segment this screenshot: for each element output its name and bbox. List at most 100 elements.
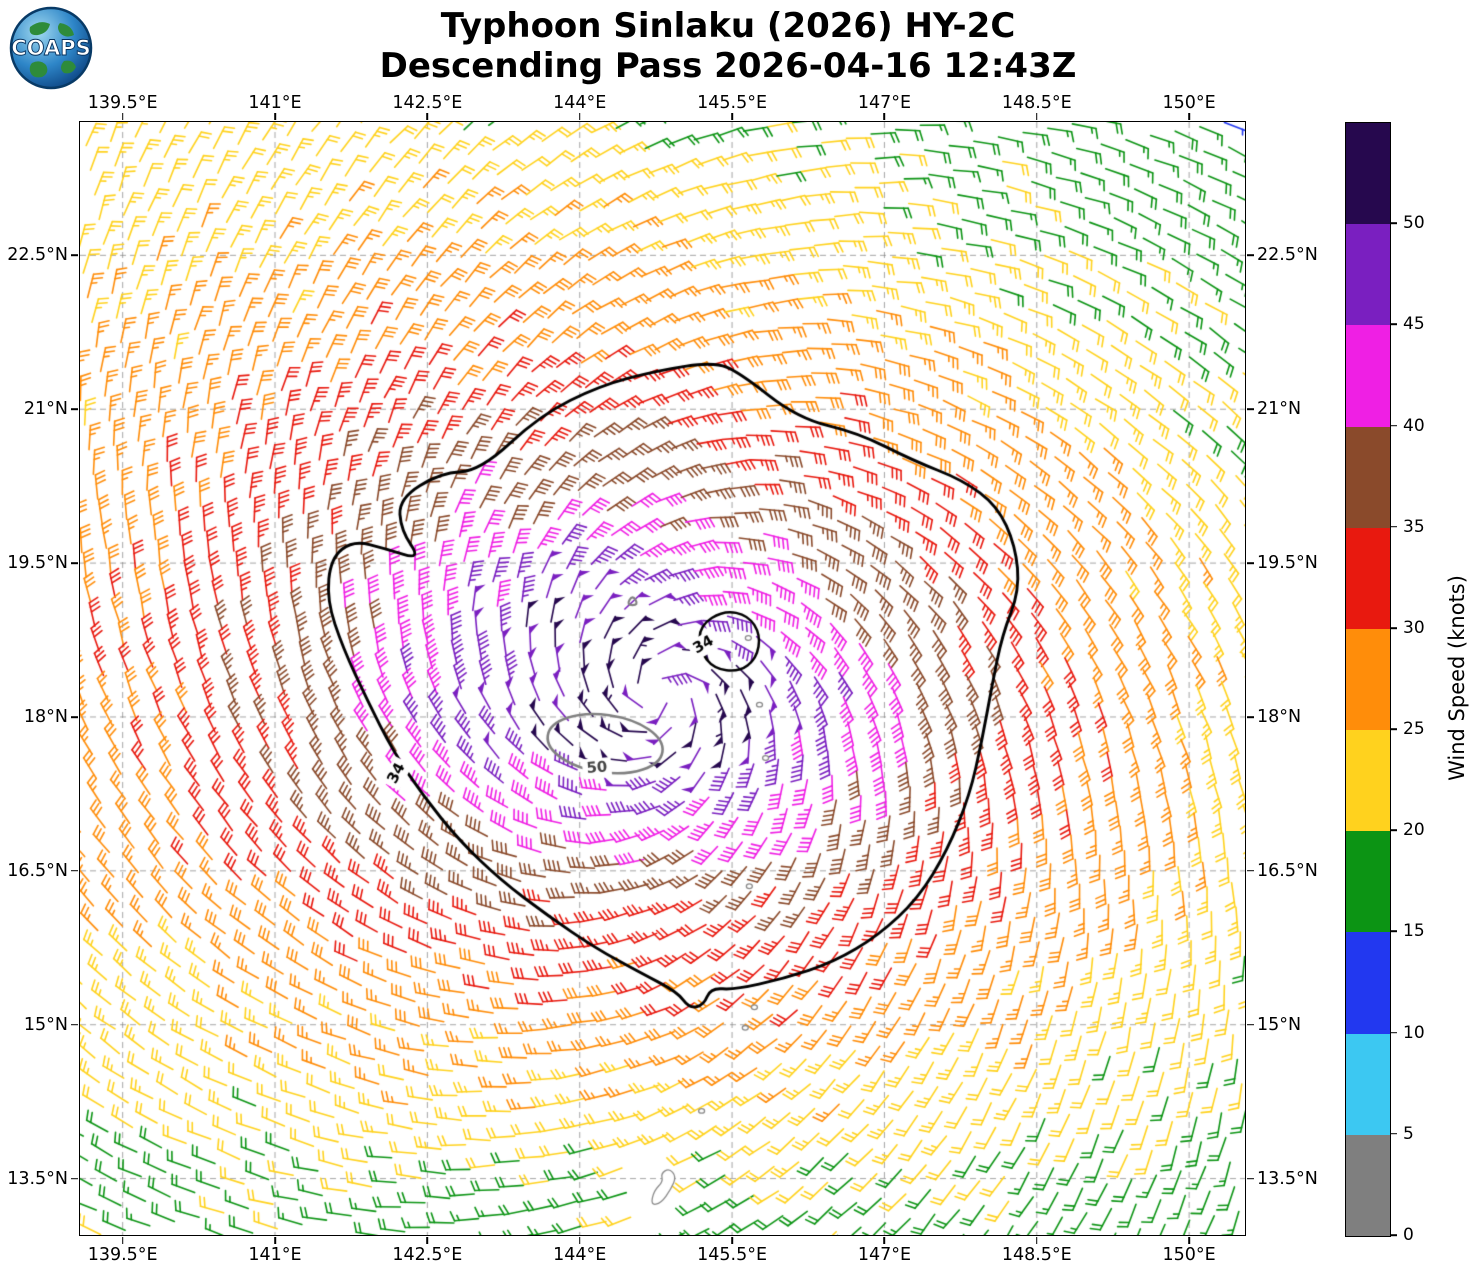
colorbar-segment-50-55 bbox=[1346, 122, 1390, 225]
colorbar-tick-label: 10 bbox=[1403, 1022, 1425, 1043]
colorbar-segment-40-45 bbox=[1346, 325, 1390, 427]
y-tick-label-left: 13.5°N bbox=[7, 1168, 68, 1189]
x-tick-label-bottom: 147°E bbox=[857, 1245, 912, 1264]
x-tick-mark bbox=[274, 113, 276, 120]
y-tick-label-right: 18°N bbox=[1257, 706, 1302, 727]
x-tick-label-top: 147°E bbox=[857, 93, 912, 113]
x-tick-mark bbox=[1188, 113, 1190, 120]
x-tick-label-bottom: 148.5°E bbox=[1001, 1245, 1072, 1264]
colorbar-segment-10-15 bbox=[1346, 932, 1390, 1034]
wind-barb-canvas bbox=[80, 122, 1245, 1235]
x-tick-label-top: 141°E bbox=[248, 93, 302, 113]
y-tick-mark bbox=[1247, 716, 1254, 718]
y-tick-mark bbox=[71, 254, 78, 257]
y-tick-mark bbox=[1247, 1023, 1254, 1026]
y-tick-mark bbox=[1247, 254, 1254, 257]
coaps-logo: COAPS bbox=[8, 5, 94, 91]
y-tick-mark bbox=[71, 562, 78, 564]
colorbar-tick-mark bbox=[1391, 930, 1397, 933]
x-tick-mark bbox=[426, 113, 429, 120]
colorbar-tick-mark bbox=[1391, 728, 1397, 730]
colorbar-gradient bbox=[1345, 122, 1391, 1237]
y-tick-label-right: 21°N bbox=[1257, 399, 1302, 420]
colorbar-tick-mark bbox=[1391, 525, 1397, 528]
x-tick-mark bbox=[1035, 1237, 1038, 1244]
y-tick-label-left: 22.5°N bbox=[7, 245, 68, 266]
coaps-globe-icon: COAPS bbox=[9, 6, 93, 90]
y-tick-mark bbox=[71, 1177, 78, 1180]
colorbar-segment-25-30 bbox=[1346, 628, 1390, 731]
x-tick-mark bbox=[883, 1237, 886, 1244]
colorbar-tick-label: 50 bbox=[1403, 213, 1425, 234]
x-tick-mark bbox=[274, 1237, 276, 1244]
colorbar-tick-label: 15 bbox=[1403, 921, 1425, 942]
colorbar-segment-0-5 bbox=[1346, 1134, 1390, 1236]
colorbar-tick-label: 0 bbox=[1403, 1225, 1414, 1245]
colorbar-tick-label: 45 bbox=[1403, 314, 1425, 335]
colorbar-tick-label: 35 bbox=[1403, 516, 1425, 537]
logo-text: COAPS bbox=[11, 36, 90, 60]
x-tick-label-bottom: 145.5°E bbox=[697, 1245, 768, 1264]
title-line-2: Descending Pass 2026-04-16 12:43Z bbox=[379, 46, 1077, 87]
x-tick-label-top: 148.5°E bbox=[1001, 93, 1072, 113]
colorbar-tick-label: 40 bbox=[1403, 415, 1425, 436]
colorbar-tick-mark bbox=[1391, 1031, 1397, 1034]
x-tick-label-bottom: 142.5°E bbox=[392, 1245, 463, 1264]
x-tick-label-top: 142.5°E bbox=[392, 93, 463, 113]
colorbar-title: Wind Speed (knots) bbox=[1445, 575, 1469, 781]
y-tick-label-left: 19.5°N bbox=[7, 553, 68, 574]
y-tick-mark bbox=[1247, 870, 1254, 872]
x-tick-mark bbox=[121, 1237, 124, 1244]
y-tick-label-right: 13.5°N bbox=[1257, 1168, 1318, 1189]
x-tick-label-bottom: 150°E bbox=[1162, 1245, 1216, 1264]
x-tick-label-top: 139.5°E bbox=[87, 93, 158, 113]
x-tick-label-top: 150°E bbox=[1162, 93, 1216, 113]
y-tick-mark bbox=[71, 870, 78, 872]
colorbar-tick-mark bbox=[1391, 627, 1397, 629]
x-tick-label-bottom: 139.5°E bbox=[87, 1245, 158, 1264]
y-tick-label-left: 18°N bbox=[23, 706, 68, 727]
colorbar-tick-mark bbox=[1391, 222, 1397, 224]
colorbar-tick-mark bbox=[1391, 1133, 1397, 1135]
colorbar: Wind Speed (knots) 0 5 10 15 20 25 30 35 40 45 50 bbox=[1345, 122, 1475, 1245]
x-tick-label-bottom: 141°E bbox=[248, 1245, 302, 1264]
x-tick-label-top: 145.5°E bbox=[697, 93, 768, 113]
y-tick-label-right: 15°N bbox=[1257, 1014, 1302, 1035]
y-tick-label-left: 16.5°N bbox=[7, 860, 68, 881]
colorbar-tick-label: 5 bbox=[1403, 1123, 1414, 1144]
colorbar-tick-label: 25 bbox=[1403, 719, 1425, 740]
colorbar-segment-15-20 bbox=[1346, 831, 1390, 933]
y-tick-mark bbox=[71, 1023, 78, 1026]
colorbar-tick-mark bbox=[1391, 829, 1397, 832]
figure-title: Typhoon Sinlaku (2026) HY-2C Descending … bbox=[0, 6, 1456, 86]
colorbar-segment-5-10 bbox=[1346, 1033, 1390, 1135]
y-tick-mark bbox=[1247, 562, 1254, 564]
colorbar-segment-30-35 bbox=[1346, 527, 1390, 629]
x-tick-mark bbox=[578, 1237, 581, 1244]
y-tick-label-right: 22.5°N bbox=[1257, 245, 1318, 266]
map-plot: 139.5°E 139.5°E 141°E 141°E 142.5°E 142.5°E 14… bbox=[7, 93, 1318, 1264]
y-tick-label-left: 21°N bbox=[23, 399, 68, 420]
y-tick-label-right: 16.5°N bbox=[1257, 860, 1318, 881]
y-tick-label-left: 15°N bbox=[23, 1014, 68, 1035]
x-tick-label-top: 144°E bbox=[553, 93, 607, 113]
x-tick-mark bbox=[121, 113, 124, 120]
colorbar-tick-mark bbox=[1391, 323, 1397, 326]
x-tick-mark bbox=[1035, 113, 1038, 120]
y-tick-mark bbox=[1247, 408, 1254, 411]
x-tick-mark bbox=[426, 1237, 429, 1244]
colorbar-tick-mark bbox=[1391, 1234, 1397, 1236]
y-tick-mark bbox=[1247, 1177, 1254, 1180]
x-tick-mark bbox=[883, 113, 886, 120]
x-tick-mark bbox=[731, 1237, 733, 1244]
colorbar-segment-35-40 bbox=[1346, 426, 1390, 528]
colorbar-tick-label: 30 bbox=[1403, 617, 1425, 638]
colorbar-tick-label: 20 bbox=[1403, 820, 1425, 841]
colorbar-tick-mark bbox=[1391, 424, 1397, 427]
x-tick-mark bbox=[578, 113, 581, 120]
y-tick-mark bbox=[71, 716, 78, 718]
y-tick-label-right: 19.5°N bbox=[1257, 553, 1318, 574]
colorbar-segment-20-25 bbox=[1346, 730, 1390, 832]
title-line-1: Typhoon Sinlaku (2026) HY-2C bbox=[440, 6, 1016, 46]
